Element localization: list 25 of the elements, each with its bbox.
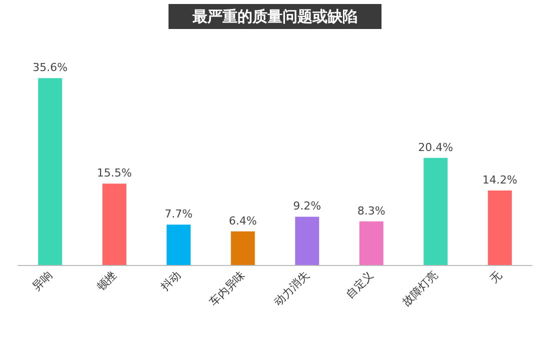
x-tick-label: 故障灯亮 [400, 268, 440, 309]
bar [102, 184, 126, 265]
x-tick-label: 自定义 [343, 268, 376, 301]
chart-title: 最严重的质量问题或缺陷 [192, 8, 358, 26]
x-tick-label: 抖动 [158, 268, 184, 294]
x-tick-label: 车内异味 [207, 268, 248, 309]
bar [295, 216, 320, 265]
data-label: 15.5% [96, 166, 132, 180]
data-label: 6.4% [228, 214, 257, 228]
data-label: 8.3% [357, 204, 386, 218]
data-label: 20.4% [418, 140, 454, 154]
bar [488, 190, 512, 265]
data-label: 14.2% [482, 173, 518, 186]
data-label: 9.2% [293, 200, 322, 213]
data-label: 7.7% [164, 208, 193, 221]
bar [230, 231, 255, 265]
bar [38, 78, 62, 265]
bar [166, 224, 191, 265]
x-tick-label: 异响 [30, 268, 55, 294]
data-label: 35.6% [32, 61, 68, 74]
bar [359, 221, 384, 265]
x-tick-label: 顿挫 [94, 268, 119, 294]
x-tick-label: 无 [488, 268, 504, 286]
bar [424, 158, 448, 265]
x-tick-label: 动力消失 [271, 268, 312, 309]
